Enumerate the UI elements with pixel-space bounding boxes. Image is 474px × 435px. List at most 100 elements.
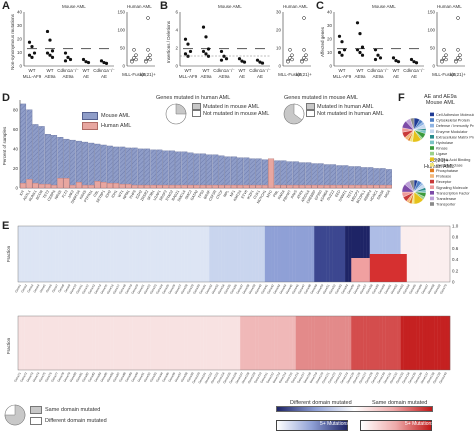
heatmap-top-gene-label: Gene13 [87, 283, 96, 295]
heatmap-bottom-cell [425, 316, 429, 370]
heatmap-bottom-gene-label: Gene86 [106, 371, 115, 383]
heatmap-bottom-cell [95, 316, 99, 370]
bar-mouse-GATA2 [193, 153, 200, 189]
bar-human-SIN3A [379, 184, 386, 189]
heatmap-top-cell [342, 226, 346, 282]
heatmap-bottom-gene-label: Gene140 [438, 371, 448, 384]
heatmap-bottom-gene-label: Gene95 [161, 371, 170, 383]
heatmap-top-cell [70, 226, 74, 282]
panel-a-ytick-human: 150 [117, 10, 125, 15]
panel-c-xlabel-human: MLL-Fusion [432, 72, 456, 77]
heatmap-bottom-cell [150, 316, 154, 370]
gene-label-STAG2: STAG2 [165, 190, 174, 202]
bar-human-SMC1A [181, 184, 188, 189]
gene-label-ETV6: ETV6 [241, 190, 249, 200]
bar-mouse-TET1 [348, 166, 355, 189]
heatmap-bottom-gene-label: Gene127 [358, 371, 368, 384]
bar-human-ATRX [299, 184, 306, 189]
bar-human-ASXL1 [26, 179, 33, 189]
bar-mouse-JAK2 [69, 139, 76, 189]
heatmap-top-cell [320, 226, 324, 282]
panel-c-ylabel: Affected genes [320, 26, 325, 57]
panel-c-group-human: Human AML [437, 4, 462, 9]
heatmap-bottom-gene-label: Gene135 [407, 371, 417, 384]
gene-label-ZRSR2: ZRSR2 [140, 190, 149, 202]
heatmap-bottom-cell [110, 316, 114, 370]
panel-d-ytick: 0 [15, 186, 18, 191]
bar-human-HDAC1 [373, 184, 380, 189]
panel-a-ytick-mouse: 40 [17, 10, 23, 15]
heatmap-top-cell [110, 226, 114, 282]
panel-f-category: Oxidoreductase [436, 163, 463, 167]
bar-human-MECP2 [354, 184, 361, 189]
heatmap-top-cell [193, 226, 198, 282]
bar-human-EP300 [317, 184, 324, 189]
bar-human-PHF6 [131, 184, 138, 189]
heatmap-top-cell [104, 226, 108, 282]
pie1-swatch-mutated [192, 103, 201, 110]
panel-f-category: Protease [436, 175, 451, 179]
bar-human-ARID1A [305, 184, 312, 189]
panel-b-dot [201, 25, 206, 29]
panel-f-swatch [430, 179, 434, 184]
panel-c-dot [355, 21, 360, 25]
heatmap-top-cell [215, 226, 219, 282]
heatmap-bottom-cell [227, 316, 232, 370]
heatmap-top-cell [246, 226, 250, 282]
panel-a-xlabel: WT [29, 68, 36, 73]
gene-label-BCOR: BCOR [35, 189, 44, 200]
heatmap-bottom-cell [431, 316, 435, 370]
gene-label-U2AF1: U2AF1 [153, 190, 162, 202]
heatmap-bottom-cell [27, 316, 31, 370]
gene-label-SMC1A: SMC1A [177, 189, 187, 202]
panel-f-swatch [430, 118, 434, 122]
heatmap-bottom-cell [298, 316, 303, 370]
heatmap-bottom-cell [280, 316, 284, 370]
heatmap-bottom-cell [79, 316, 83, 370]
panel-d-ytick: 60 [13, 127, 19, 132]
heatmap-top-cell [227, 226, 232, 282]
heatmap-bottom-cell [85, 316, 90, 370]
heatmap-top-gene-label: Gene50 [316, 283, 325, 295]
gene-label-SMC3: SMC3 [184, 190, 192, 201]
panel-f-swatch [430, 157, 434, 161]
panel-f-swatch [430, 163, 434, 167]
panel-f-swatch [430, 135, 434, 139]
bar-human-BCOR [38, 183, 45, 189]
heatmap-top-gene-label: Gene25 [161, 283, 170, 295]
heatmap-top-gene-label: Gene40 [254, 283, 263, 295]
heatmap-bottom-gene-label: Gene85 [100, 371, 109, 383]
heatmap-bottom-cell [70, 316, 74, 370]
bar-mouse-IKZF1 [249, 158, 256, 189]
panel-b-dot [260, 61, 265, 65]
panel-f-category: Cell Adhesion Molecule [436, 113, 474, 117]
heatmap-bottom-cell [166, 316, 170, 370]
heatmap-bottom-cell [240, 316, 244, 370]
panel-f-category: Transcription Factor [436, 191, 470, 195]
panel-b-xlabel: MLL-AF9 [179, 74, 198, 79]
bar-human-ETV6 [243, 184, 250, 189]
panel-b-dot-human [304, 57, 308, 62]
heatmap-top-cell [36, 226, 40, 282]
heatmap-top-cell [338, 226, 343, 282]
heatmap-bottom-gene-label: Gene88 [118, 371, 127, 383]
heatmap-top-gene-label: Gene60 [377, 283, 386, 295]
gene-label-NRAS: NRAS [54, 189, 63, 200]
heatmap-top-cell [132, 226, 136, 282]
bar-mouse-CTCF [218, 155, 225, 189]
panel-a-dot-human [130, 59, 134, 64]
panel-b-dot-human [302, 48, 306, 52]
panel-a-ytick-mouse: 30 [17, 23, 23, 28]
bar-human-MGA [385, 184, 392, 189]
heatmap-top-frame [17, 225, 451, 283]
panel-b-dot [242, 60, 247, 64]
heatmap-bottom-cell [440, 316, 445, 370]
panel-a-xlabel: AE9a [44, 74, 56, 79]
heatmap-top-gene-label: Gene42 [266, 283, 275, 295]
heatmap-bottom-cell [409, 316, 414, 370]
bar-mouse-PHF6 [131, 147, 138, 189]
panel-c-xlabel: WT [393, 68, 400, 73]
bar-human-GATA2 [193, 184, 200, 189]
panel-c-plot: Mouse AML Human AML Affected genes 0 10 20 30 4… [320, 4, 466, 79]
bar-mouse-FBXW7 [286, 161, 293, 189]
